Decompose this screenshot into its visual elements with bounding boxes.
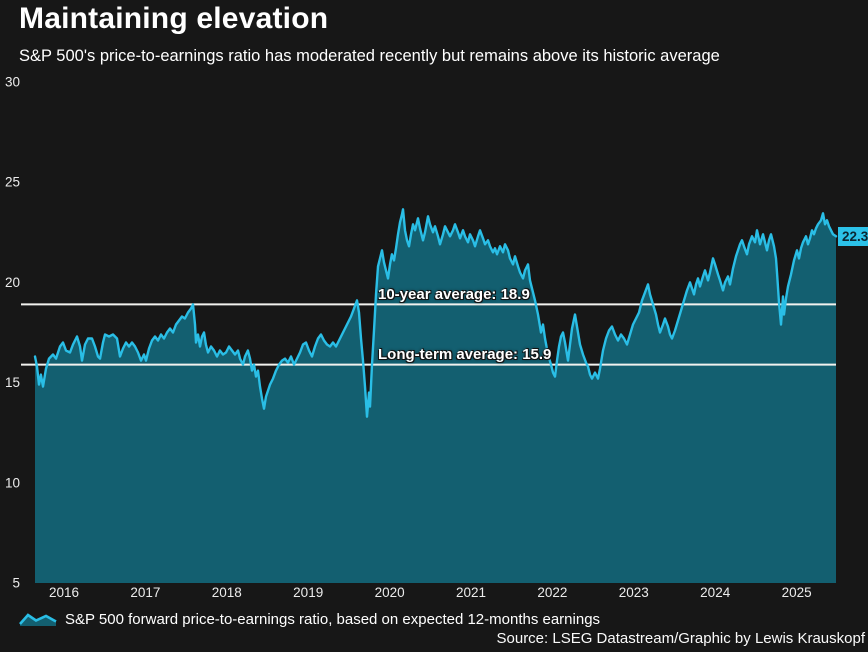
chart-subtitle: S&P 500's price-to-earnings ratio has mo… <box>19 47 720 65</box>
x-axis-tick-label: 2020 <box>375 585 405 600</box>
x-axis-tick-label: 2025 <box>782 585 812 600</box>
latest-value-badge: 22.3 <box>838 226 868 246</box>
source-credit: Source: LSEG Datastream/Graphic by Lewis… <box>496 630 866 647</box>
y-axis-tick-label: 15 <box>5 375 20 390</box>
page-title: Maintaining elevation <box>19 2 329 35</box>
x-axis-tick-label: 2019 <box>293 585 323 600</box>
x-axis-tick-label: 2023 <box>619 585 649 600</box>
y-axis-tick-label: 25 <box>5 175 20 190</box>
y-axis-tick-label: 30 <box>5 75 20 90</box>
long-term-average-label: Long-term average: 15.9 <box>378 346 552 364</box>
x-axis-tick-label: 2017 <box>130 585 160 600</box>
x-axis-tick-label: 2021 <box>456 585 486 600</box>
x-axis-tick-label: 2018 <box>212 585 242 600</box>
y-axis-tick-label: 5 <box>12 576 20 591</box>
x-axis-tick-label: 2016 <box>49 585 79 600</box>
x-axis-tick-label: 2024 <box>700 585 731 600</box>
y-axis-tick-label: 20 <box>5 275 20 290</box>
area-wave-icon <box>19 613 57 626</box>
ten-year-average-label: 10-year average: 18.9 <box>378 285 530 303</box>
y-axis-tick-label: 10 <box>5 475 20 490</box>
x-axis-tick-label: 2022 <box>537 585 567 600</box>
pe-ratio-area <box>35 209 836 584</box>
legend-label: S&P 500 forward price-to-earnings ratio,… <box>65 610 601 628</box>
pe-ratio-line <box>33 208 838 418</box>
legend: S&P 500 forward price-to-earnings ratio,… <box>18 608 600 630</box>
